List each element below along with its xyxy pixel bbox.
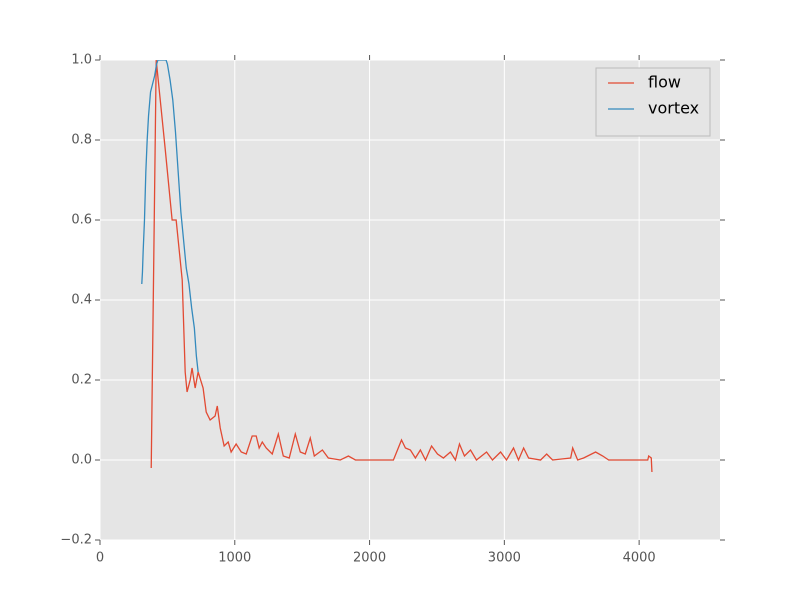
legend: flow vortex xyxy=(595,67,711,137)
y-tick-label: 0.2 xyxy=(71,373,92,388)
x-tick-label: 0 xyxy=(96,551,104,566)
x-tick-label: 1000 xyxy=(218,551,251,566)
legend-label: flow xyxy=(648,73,681,92)
y-tick-label: 0.4 xyxy=(71,293,92,308)
lines xyxy=(141,60,653,473)
grid xyxy=(99,59,720,541)
x-tick-label: 2000 xyxy=(353,551,386,566)
series-line xyxy=(141,60,199,373)
y-tick-label: 0.0 xyxy=(71,453,92,468)
x-tick-label: 3000 xyxy=(488,551,521,566)
y-tick-label: −0.2 xyxy=(60,533,92,548)
legend-frame xyxy=(595,67,711,137)
legend-label: vortex xyxy=(648,99,699,118)
series-line xyxy=(150,60,653,473)
y-tick-label: 0.6 xyxy=(71,213,92,228)
y-tick-label: 0.8 xyxy=(71,133,92,148)
x-tick-label: 4000 xyxy=(623,551,656,566)
foreground: 0 1000 2000 3000 4000 −0.2 0.0 0.2 0.4 0.6 0.8 1.0 f… xyxy=(60,53,725,566)
y-tick-label: 1.0 xyxy=(71,53,92,68)
